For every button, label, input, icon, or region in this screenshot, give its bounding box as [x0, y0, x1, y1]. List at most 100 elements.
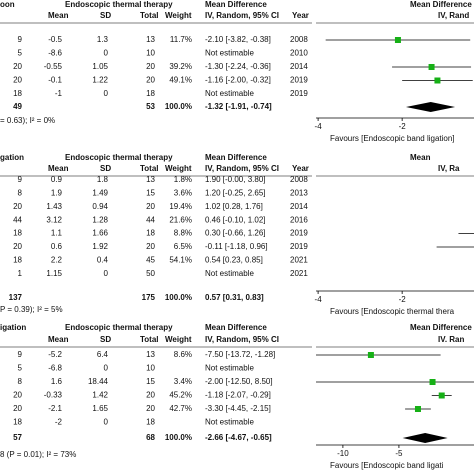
column-header: Total — [140, 335, 159, 344]
total-cell: 175 — [142, 293, 156, 302]
cell: 9 — [18, 350, 23, 359]
cell: -0.11 [-1.18, 0.96] — [205, 242, 268, 251]
cell: 0 — [104, 418, 109, 427]
cell: 0 — [104, 269, 109, 278]
cell: 1.49 — [92, 189, 108, 198]
cell: 1.05 — [92, 62, 108, 71]
cell: 19.4% — [169, 202, 192, 211]
cell: 8.6% — [174, 350, 192, 359]
group-header: Endoscopic thermal therapy — [65, 153, 173, 162]
column-header: Mean — [48, 164, 69, 173]
cell: 1.9 — [51, 189, 63, 198]
favours-label: Favours [Endoscopic thermal thera — [330, 307, 455, 316]
x-tick-label: -4 — [315, 122, 323, 131]
cell: 2019 — [290, 76, 308, 85]
cell: 2016 — [290, 215, 308, 224]
cell: 18 — [13, 256, 22, 265]
plot-area — [325, 37, 473, 112]
favours-label: Favours [Endoscopic band ligati — [330, 461, 444, 470]
cell: 20 — [146, 242, 155, 251]
column-header: SD — [100, 11, 111, 20]
cell: 5 — [18, 364, 23, 373]
cell: 2.2 — [51, 256, 63, 265]
total-cell: 100.0% — [165, 433, 192, 442]
cell: 8 — [18, 377, 23, 386]
cell: 2010 — [290, 49, 308, 58]
cell: 45 — [146, 256, 155, 265]
column-header: Mean — [48, 335, 69, 344]
cell: -6.8 — [48, 364, 62, 373]
cell: 6.4 — [97, 350, 109, 359]
cell: 13 — [146, 35, 155, 44]
cell: 18 — [146, 229, 155, 238]
column-header: IV, Random, 95% CI — [205, 11, 279, 20]
cell: 9 — [18, 35, 23, 44]
cell: 0.4 — [97, 256, 109, 265]
cell: 15 — [146, 377, 155, 386]
cell: 0.94 — [92, 202, 108, 211]
cell: 44 — [13, 215, 22, 224]
cell: 3.12 — [46, 215, 62, 224]
cell: 1 — [18, 269, 23, 278]
cell: 20 — [146, 202, 155, 211]
cell: 0.9 — [51, 175, 63, 184]
cell: 20 — [13, 62, 22, 71]
cell: 1.43 — [46, 202, 62, 211]
cell: -7.50 [-13.72, -1.28] — [205, 350, 275, 359]
cell: -5.2 — [48, 350, 62, 359]
column-header: Mean — [48, 11, 69, 20]
cell: 0.54 [0.23, 0.85] — [205, 256, 263, 265]
group-header: Mean — [410, 153, 431, 162]
effect-marker — [367, 352, 374, 358]
cell: -3.30 [-4.45, -2.15] — [205, 404, 271, 413]
cell: 10 — [146, 49, 155, 58]
cell: 2019 — [290, 229, 308, 238]
cell: 0 — [104, 364, 109, 373]
cell: 44 — [146, 215, 155, 224]
cell: 20 — [13, 404, 22, 413]
cell: 20 — [146, 404, 155, 413]
column-header: Total — [140, 11, 159, 20]
cell: 2014 — [290, 202, 308, 211]
cell: 3.6% — [174, 189, 192, 198]
x-tick-label: -2 — [399, 295, 407, 304]
cell: 0.6 — [51, 242, 63, 251]
heterogeneity: P = 0.39); I² = 5% — [0, 305, 63, 314]
cell: 18 — [146, 418, 155, 427]
cell: 2019 — [290, 89, 308, 98]
cell: 9 — [18, 175, 23, 184]
cell: 50 — [146, 269, 155, 278]
favours-label: Favours [Endoscopic band ligation] — [330, 134, 455, 143]
cell: -0.1 — [48, 76, 62, 85]
cell: 45.2% — [169, 391, 192, 400]
cell: 20 — [146, 62, 155, 71]
total-cell: -1.32 [-1.91, -0.74] — [205, 102, 272, 111]
cell: 49.1% — [169, 76, 192, 85]
total-cell: 100.0% — [165, 293, 192, 302]
column-header: IV, Random, 95% CI — [205, 335, 279, 344]
cell: -0.33 — [44, 391, 63, 400]
cell: -2.1 — [48, 404, 62, 413]
x-tick-label: -5 — [395, 449, 403, 458]
cell: 1.1 — [51, 229, 63, 238]
cell: 2008 — [290, 35, 308, 44]
total-cell: -2.66 [-4.67, -0.65] — [205, 433, 272, 442]
group-header: Mean Difference — [205, 323, 267, 332]
cell: 20 — [13, 202, 22, 211]
cell: 2019 — [290, 242, 308, 251]
cell: 8.8% — [174, 229, 192, 238]
total-cell: 57 — [13, 433, 22, 442]
column-header: IV. Ran — [438, 335, 464, 344]
cell: 1.20 [-0.25, 2.65] — [205, 189, 266, 198]
cell: 13 — [146, 175, 155, 184]
cell: 2021 — [290, 256, 308, 265]
plot-area — [436, 233, 474, 248]
heterogeneity: 8 (P = 0.01); I² = 73% — [0, 450, 76, 459]
cell: -0.5 — [48, 35, 62, 44]
cell: Not estimable — [205, 364, 254, 373]
column-header: Weight — [165, 164, 192, 173]
summary-diamond — [405, 102, 456, 112]
cell: 13 — [146, 350, 155, 359]
x-tick-label: -2 — [399, 122, 407, 131]
